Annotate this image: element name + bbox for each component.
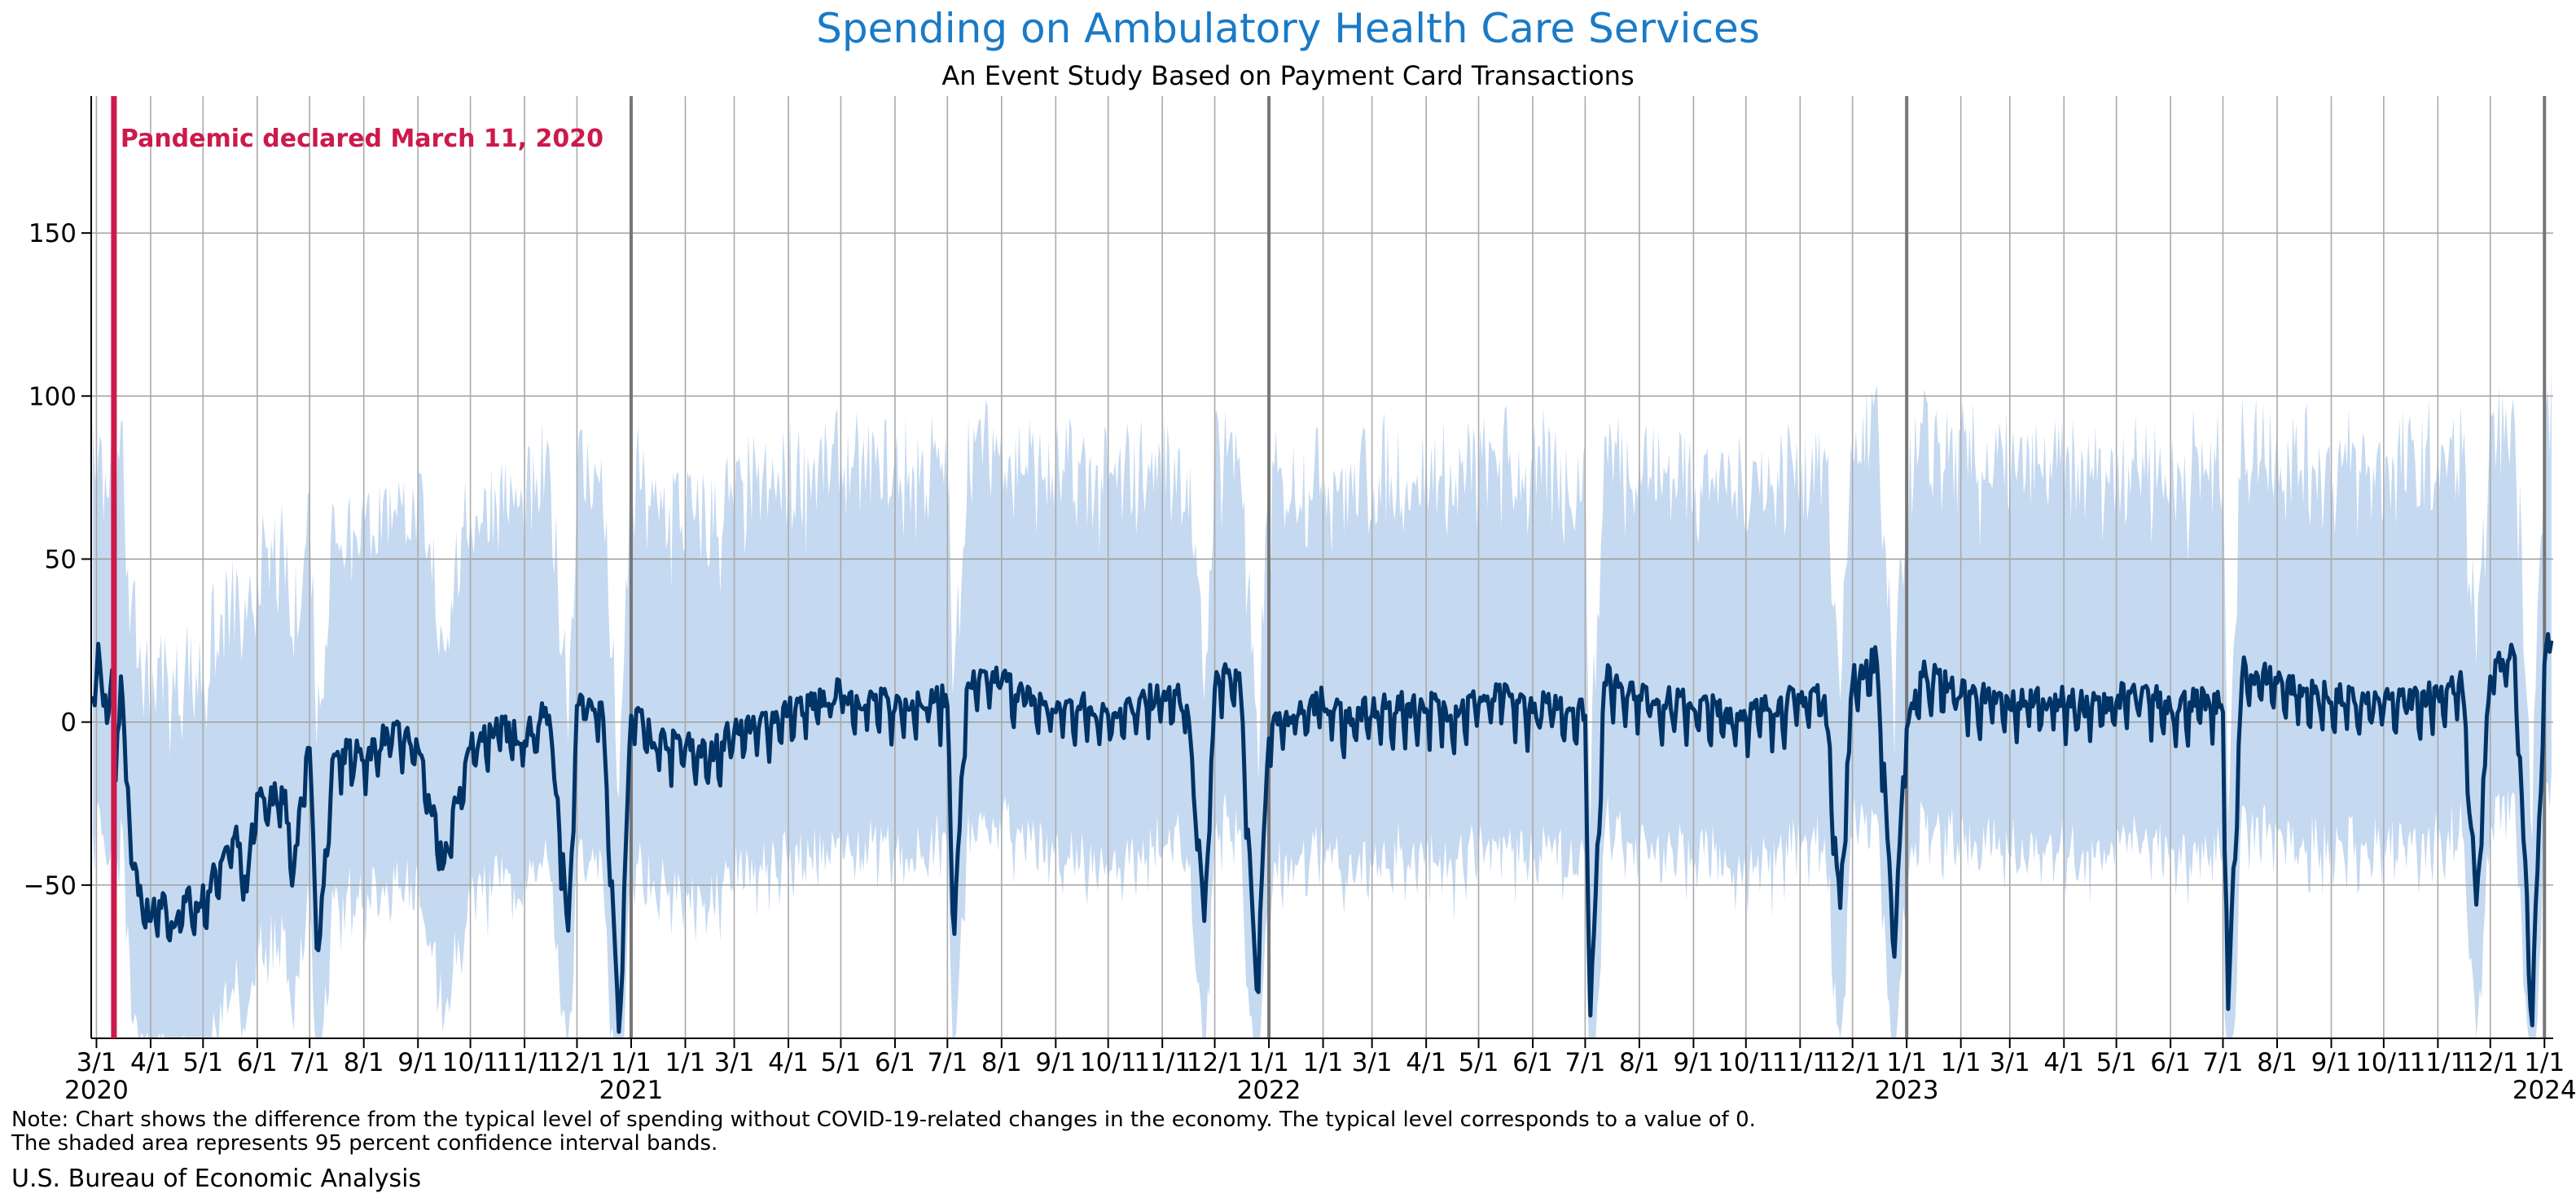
series-lines xyxy=(90,632,2554,1034)
x-tick-label: 9/1 xyxy=(1673,1048,1714,1077)
chart-note: Note: Chart shows the difference from th… xyxy=(11,1108,1756,1132)
x-tick-label: 6/1 xyxy=(2150,1048,2191,1077)
y-tick-label: 50 xyxy=(45,545,77,574)
x-tick-label: 7/1 xyxy=(2203,1048,2244,1077)
x-tick-label: 12/1 xyxy=(549,1048,606,1077)
x-tick-label: 4/1 xyxy=(130,1048,171,1077)
x-tick-label: 4/1 xyxy=(768,1048,809,1077)
x-tick-label: 5/1 xyxy=(820,1048,861,1077)
x-tick-label: 3/1 xyxy=(76,1048,116,1077)
x-tick-label: 11/1 xyxy=(496,1048,553,1077)
x-tick-label: 1/1 xyxy=(1941,1048,1981,1077)
x-tick-label: 8/1 xyxy=(1619,1048,1660,1077)
x-tick-label: 7/1 xyxy=(927,1048,968,1077)
x-tick-label: 6/1 xyxy=(1512,1048,1553,1077)
y-tick-label: 0 xyxy=(60,708,77,738)
x-tick-label: 1/1 xyxy=(1249,1048,1289,1077)
x-tick-label: 9/1 xyxy=(2311,1048,2352,1077)
x-tick-label: 9/1 xyxy=(1035,1048,1076,1077)
x-year-label: 2021 xyxy=(599,1076,664,1105)
x-tick-label: 7/1 xyxy=(289,1048,330,1077)
x-tick-label: 5/1 xyxy=(2096,1048,2137,1077)
x-tick-label: 7/1 xyxy=(1564,1048,1605,1077)
y-tick-label: 150 xyxy=(29,219,77,248)
x-tick-label: 5/1 xyxy=(1459,1048,1499,1077)
x-year-label: 2024 xyxy=(2512,1076,2576,1105)
chart-note-confidence: The shaded area represents 95 percent co… xyxy=(11,1131,718,1156)
x-tick-label: 3/1 xyxy=(714,1048,755,1077)
x-tick-label: 1/1 xyxy=(665,1048,706,1077)
x-tick-label: 5/1 xyxy=(182,1048,223,1077)
y-tick-label: −50 xyxy=(24,871,77,901)
x-tick-label: 12/1 xyxy=(1824,1048,1881,1077)
x-tick-label: 6/1 xyxy=(237,1048,278,1077)
x-tick-label: 1/1 xyxy=(1303,1048,1344,1077)
x-tick-label: 4/1 xyxy=(1406,1048,1446,1077)
x-tick-label: 3/1 xyxy=(1352,1048,1393,1077)
x-tick-label: 8/1 xyxy=(344,1048,384,1077)
chart-title: Spending on Ambulatory Health Care Servi… xyxy=(816,5,1760,52)
x-year-label: 2023 xyxy=(1875,1076,1939,1105)
x-tick-label: 4/1 xyxy=(2043,1048,2084,1077)
annotations: Pandemic declared March 11, 2020 xyxy=(111,96,603,1038)
x-tick-label: 11/1 xyxy=(1771,1048,1828,1077)
x-tick-label: 10/1 xyxy=(1718,1048,1775,1077)
x-tick-label: 6/1 xyxy=(875,1048,915,1077)
x-tick-label: 11/1 xyxy=(1134,1048,1191,1077)
x-year-label: 2022 xyxy=(1237,1076,1301,1105)
x-tick-label: 11/1 xyxy=(2410,1048,2467,1077)
y-tick-label: 100 xyxy=(29,382,77,411)
x-tick-label: 10/1 xyxy=(1080,1048,1137,1077)
x-tick-label: 10/1 xyxy=(2355,1048,2412,1077)
x-tick-label: 9/1 xyxy=(397,1048,438,1077)
x-tick-label: 8/1 xyxy=(981,1048,1022,1077)
x-year-label: 2020 xyxy=(64,1076,129,1105)
source-credit: U.S. Bureau of Economic Analysis xyxy=(11,1165,422,1193)
grid xyxy=(91,96,2553,1038)
pandemic-annotation-label: Pandemic declared March 11, 2020 xyxy=(121,125,603,153)
x-tick-label: 12/1 xyxy=(1187,1048,1244,1077)
chart-subtitle: An Event Study Based on Payment Card Tra… xyxy=(941,60,1635,91)
x-tick-label: 8/1 xyxy=(2257,1048,2297,1077)
x-tick-label: 1/1 xyxy=(2524,1048,2565,1077)
estimate-line xyxy=(90,632,2554,1034)
x-tick-label: 3/1 xyxy=(1990,1048,2030,1077)
x-tick-label: 1/1 xyxy=(1886,1048,1927,1077)
x-tick-label: 1/1 xyxy=(611,1048,652,1077)
x-tick-label: 12/1 xyxy=(2462,1048,2519,1077)
x-tick-label: 10/1 xyxy=(442,1048,499,1077)
